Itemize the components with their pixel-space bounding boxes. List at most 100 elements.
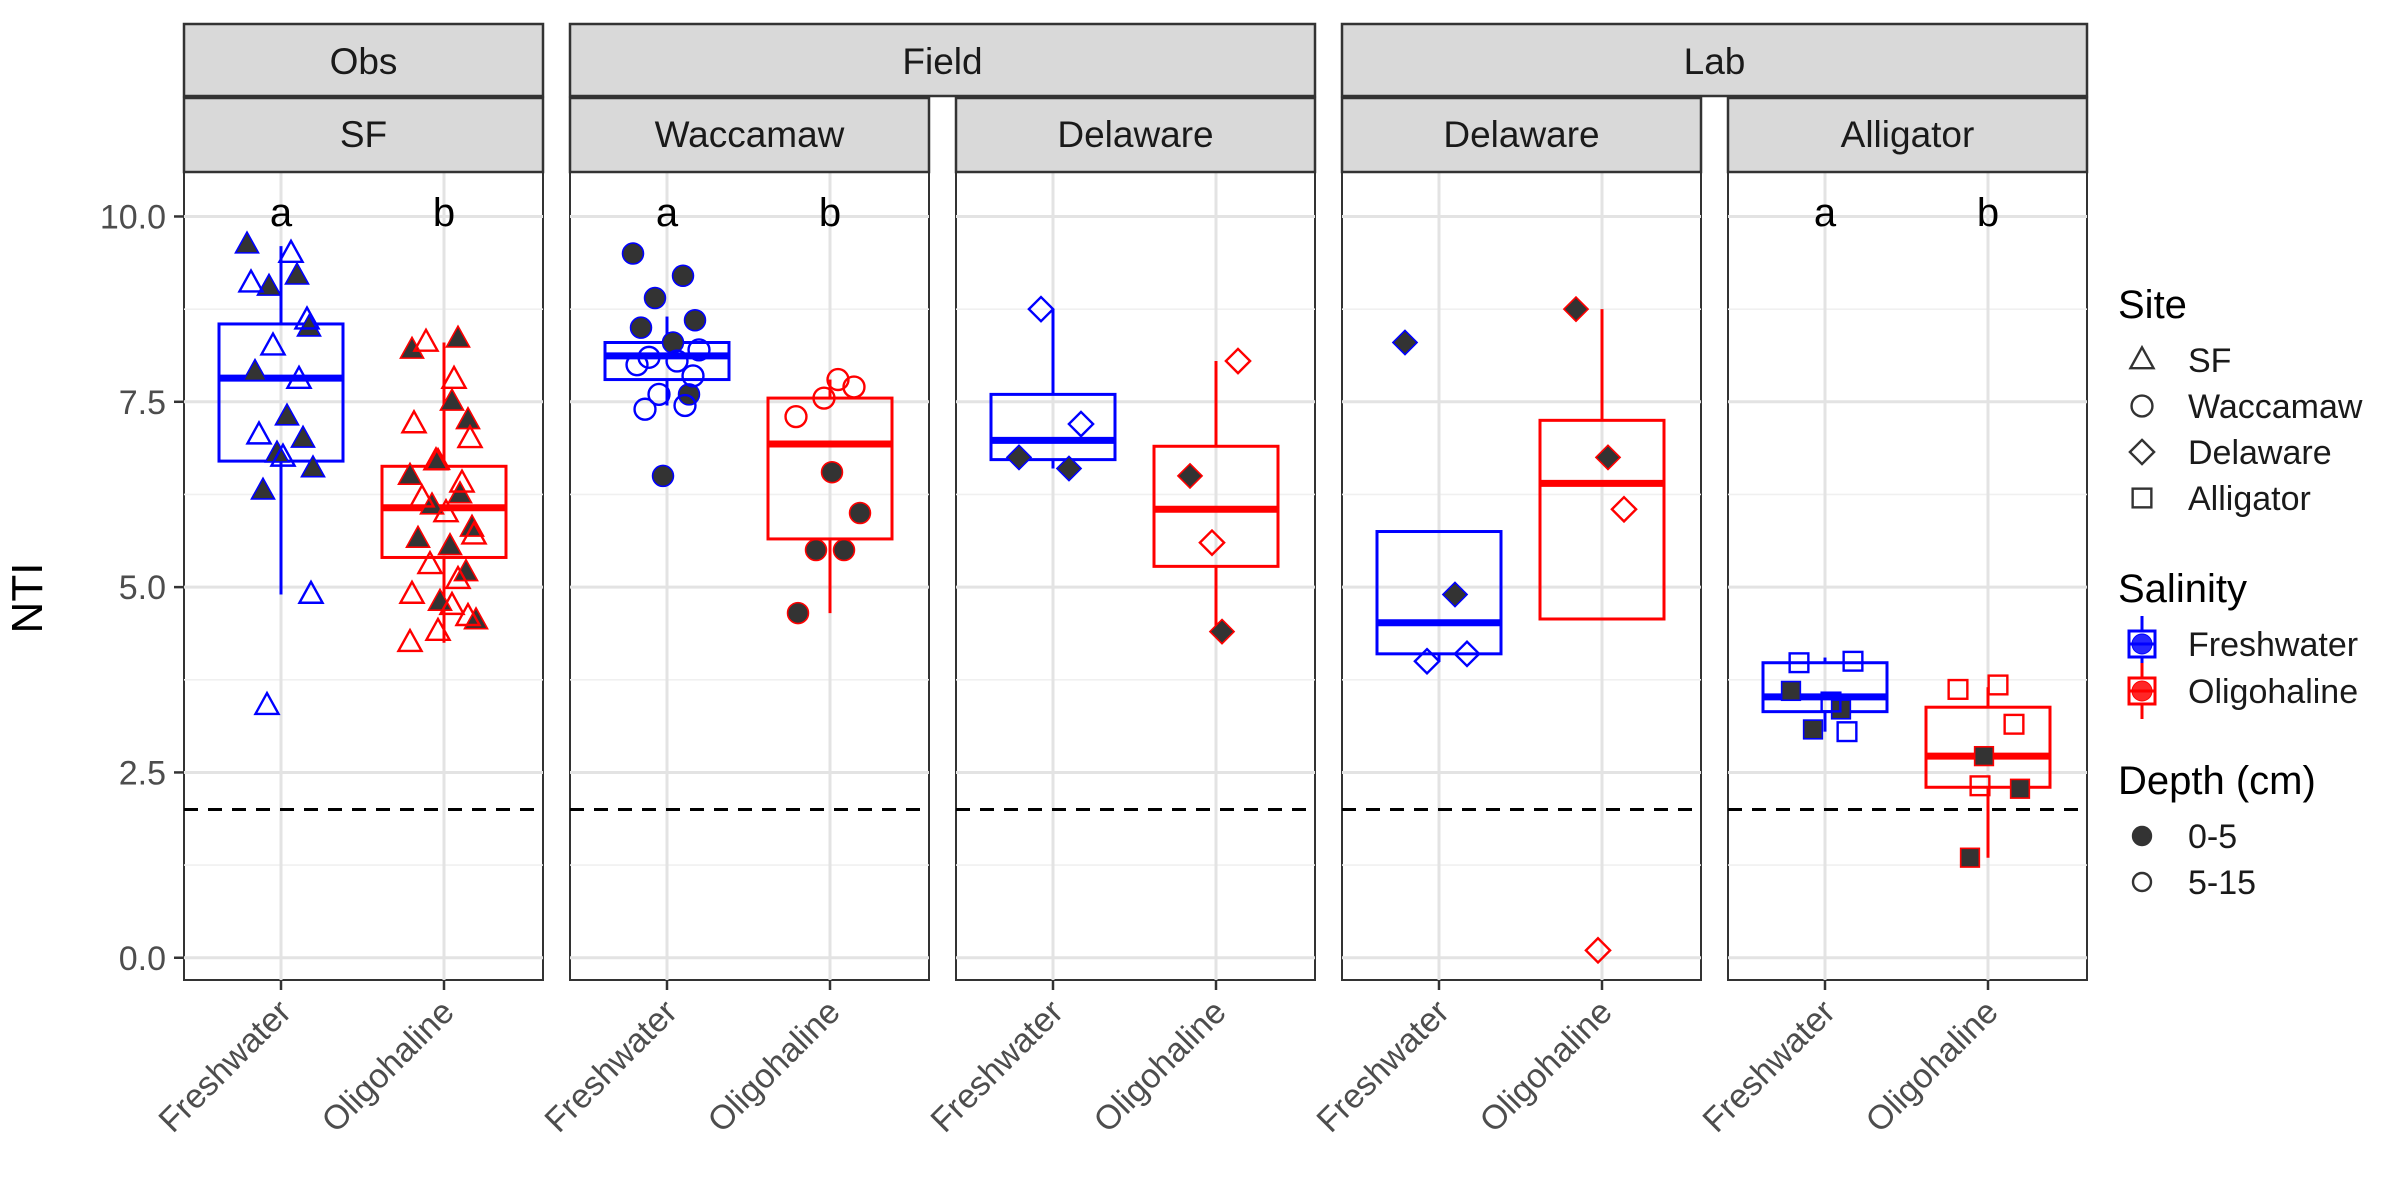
legend-item: Oligohaline <box>2127 663 2358 719</box>
significance-letter: a <box>1814 191 1837 235</box>
significance-letter: b <box>819 191 841 235</box>
legend-label: Delaware <box>2188 434 2332 472</box>
data-point <box>673 393 697 418</box>
gridlines <box>1342 172 1701 980</box>
y-tick-label: 7.5 <box>119 384 166 422</box>
group-strip-field: Field <box>568 22 1317 98</box>
data-point <box>437 532 463 556</box>
y-axis: 0.0 2.5 5.0 7.5 10.0 <box>100 198 184 978</box>
strip-box <box>182 96 545 174</box>
data-point <box>416 549 444 575</box>
data-point <box>1820 691 1842 713</box>
data-point <box>277 238 305 263</box>
panel-background <box>1341 171 1702 981</box>
data-point <box>398 579 426 604</box>
data-point <box>1005 444 1033 471</box>
data-point <box>1842 650 1864 672</box>
data-point <box>687 338 711 362</box>
group-strip-box <box>1340 22 2089 98</box>
strip-delaware: Delaware <box>1340 96 1703 174</box>
data-point <box>234 230 260 254</box>
box-freshwater <box>989 309 1117 469</box>
data-point <box>651 464 675 488</box>
data-point <box>269 442 297 467</box>
legend-item: 0-5 <box>2131 818 2237 856</box>
data-point <box>424 616 452 642</box>
data-point <box>438 590 466 616</box>
legend-label: SF <box>2188 342 2231 380</box>
group-strip-box <box>182 22 545 98</box>
legend-key-triangle <box>2128 344 2156 370</box>
data-point <box>786 601 810 625</box>
group-strip-obs: Obs <box>182 22 545 98</box>
legend-item: Delaware <box>2128 434 2332 472</box>
legend-label: 5-15 <box>2188 864 2256 902</box>
box-oligohaline <box>1538 309 1666 621</box>
data-point <box>820 460 844 484</box>
data-point <box>1987 674 2009 696</box>
panel-delaware <box>955 171 1316 981</box>
y-tick-label: 10.0 <box>100 198 166 236</box>
significance-letter: a <box>270 191 293 235</box>
data-point <box>681 364 705 388</box>
strip-label: Alligator <box>1841 114 1975 155</box>
panel-background <box>1727 171 2088 981</box>
data-point <box>397 461 423 485</box>
data-point <box>2003 713 2025 735</box>
data-point <box>439 387 465 411</box>
data-point <box>1788 652 1810 674</box>
legend-key-point <box>2131 871 2153 893</box>
strip-label: SF <box>340 114 387 155</box>
box-iqr <box>766 396 894 541</box>
y-tick-label: 0.0 <box>119 940 166 978</box>
data-point <box>296 313 322 337</box>
legend-item: SF <box>2128 342 2231 380</box>
significance-letter: a <box>656 191 679 235</box>
data-point <box>625 353 649 377</box>
data-point <box>848 501 872 525</box>
data-point <box>2009 778 2031 799</box>
data-point <box>408 483 436 508</box>
box-iqr <box>1375 530 1503 656</box>
legend-item: Alligator <box>2131 480 2311 518</box>
legend-key-square <box>2131 487 2153 509</box>
data-point <box>621 242 645 265</box>
panel-background <box>569 171 930 981</box>
data-point <box>1584 936 1612 965</box>
box-oligohaline <box>1152 361 1280 632</box>
data-point <box>842 375 866 399</box>
data-point <box>245 420 273 445</box>
data-point <box>1594 444 1622 471</box>
strip-box <box>1726 96 2089 174</box>
gridlines <box>570 172 929 980</box>
data-point <box>812 386 836 410</box>
data-point <box>1836 721 1858 743</box>
data-point <box>647 382 671 407</box>
data-point <box>284 261 310 285</box>
strip-label: Delaware <box>1443 114 1599 155</box>
panel-delaware <box>1341 171 1702 981</box>
data-point <box>445 324 471 348</box>
strip-waccamaw: Waccamaw <box>568 96 931 174</box>
strip-sf: SF <box>182 96 545 174</box>
y-axis-title: NTI <box>3 563 52 634</box>
data-points <box>234 230 489 716</box>
data-point <box>285 364 313 389</box>
legend-label: Freshwater <box>2188 626 2358 664</box>
data-point <box>456 423 484 449</box>
y-tick-label: 2.5 <box>119 754 166 792</box>
group-strip-label: Field <box>902 41 982 82</box>
data-point <box>643 286 667 310</box>
data-point <box>1208 618 1236 645</box>
data-point <box>293 305 321 330</box>
data-point <box>405 524 431 548</box>
data-point <box>784 404 808 429</box>
data-point <box>300 454 326 478</box>
data-point <box>242 357 268 382</box>
data-point <box>1027 295 1055 323</box>
data-point <box>1562 295 1590 323</box>
